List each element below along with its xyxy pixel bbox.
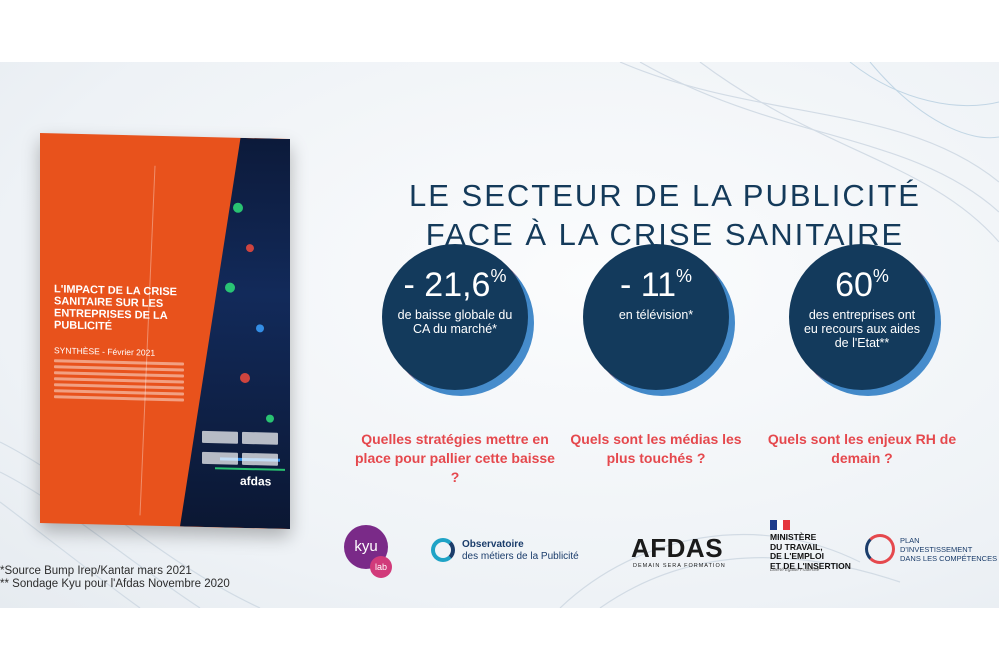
question-media: Quels sont les médias les plus touchés ? — [570, 431, 742, 466]
observatoire-logo-text: Observatoire des métiers de la Publicité — [462, 539, 579, 563]
sources-footnote: *Source Bump Irep/Kantar mars 2021 ** So… — [0, 565, 230, 591]
ministere-line-4: ET DE L'INSERTION — [770, 560, 851, 571]
afdas-logo: AFDAS — [631, 533, 724, 563]
cover-title: L'IMPACT DE LA CRISE SANITAIRE SUR LES E… — [54, 283, 178, 333]
pic-line-2: D'INVESTISSEMENT — [900, 545, 973, 554]
source-line-2: ** Sondage Kyu pour l'Afdas Novembre 202… — [0, 578, 230, 590]
pic-logo-text: PLAN D'INVESTISSEMENT DANS LES COMPÉTENC… — [900, 536, 997, 563]
title-line-1: LE SECTEUR DE LA PUBLICITÉ — [409, 178, 921, 213]
stat-disc: - 21,6% de baisse globale du CA du march… — [382, 244, 528, 390]
stat-description: des entreprises ont eu recours aux aides… — [803, 308, 921, 350]
ministere-line-1: MINISTÈRE — [770, 532, 817, 542]
stat-description: de baisse globale du CA du marché* — [397, 308, 513, 336]
ministere-line-3: DE L'EMPLOI — [770, 551, 824, 561]
afdas-tagline: DEMAIN SERA FORMATION — [633, 563, 726, 569]
pic-logo-icon — [865, 534, 895, 564]
stat-value: - 11 — [619, 266, 677, 304]
observatoire-logo-icon — [431, 538, 455, 562]
french-flag-icon — [770, 520, 791, 530]
kyu-lab-badge: lab — [370, 556, 392, 578]
question-hr: Quels sont les enjeux RH de demain ? — [767, 431, 957, 466]
pic-line-3: DANS LES COMPÉTENCES — [900, 554, 998, 563]
report-cover: L'IMPACT DE LA CRISE SANITAIRE SUR LES E… — [40, 132, 290, 530]
stat-value: 60 — [835, 266, 873, 304]
pic-line-1: PLAN — [900, 536, 920, 545]
ministere-line-2: DU TRAVAIL, — [770, 541, 823, 552]
observatoire-line-1: Observatoire — [462, 539, 524, 550]
banner: L'IMPACT DE LA CRISE SANITAIRE SUR LES E… — [0, 62, 999, 608]
ministere-motto: Liberté Égalité Fraternité — [770, 567, 820, 572]
stat-circle-state-aid: 60% des entreprises ont eu recours aux a… — [789, 244, 941, 396]
stat-disc: 60% des entreprises ont eu recours aux a… — [789, 244, 935, 390]
stat-description: en télévision* — [618, 308, 694, 322]
stat-disc: - 11% en télévision* — [583, 244, 729, 390]
stat-value: - 21,6 — [403, 266, 491, 304]
stat-circle-revenue: - 21,6% de baisse globale du CA du march… — [382, 244, 534, 396]
cover-body-text — [54, 359, 184, 404]
stat-unit: % — [872, 266, 889, 286]
cover-stock-lights-graphic — [139, 165, 285, 516]
stat-circle-television: - 11% en télévision* — [583, 244, 735, 396]
cover-afdas-logo: afdas — [240, 473, 272, 489]
question-strategies: Quelles stratégies mettre en place pour … — [355, 431, 555, 485]
observatoire-line-2: des métiers de la Publicité — [462, 551, 579, 562]
stat-unit: % — [676, 266, 693, 286]
cover-partner-logos — [200, 429, 284, 466]
ministere-logo-text: MINISTÈRE DU TRAVAIL, DE L'EMPLOI ET DE … — [770, 532, 851, 571]
page-title: LE SECTEUR DE LA PUBLICITÉ FACE À LA CRI… — [380, 176, 950, 254]
stat-unit: % — [490, 266, 507, 286]
source-line-1: *Source Bump Irep/Kantar mars 2021 — [0, 565, 192, 577]
